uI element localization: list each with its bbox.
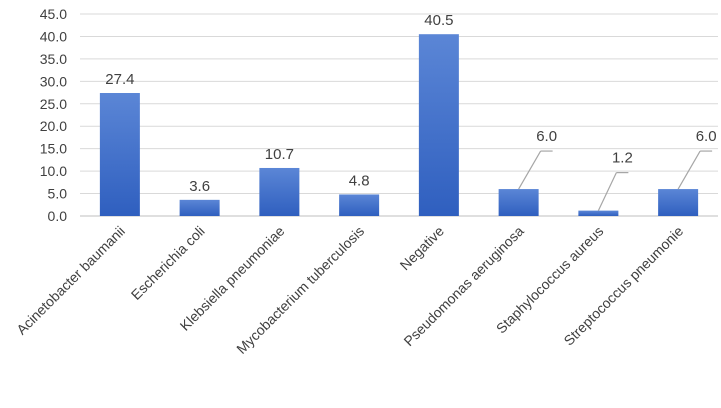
y-tick-label: 35.0: [40, 51, 67, 67]
data-labels: 27.4 3.6 10.7 4.8 40.5 6.0 1.2 6.0: [105, 12, 716, 195]
bar: [99, 93, 140, 216]
bar: [339, 194, 380, 216]
bars: [99, 34, 699, 217]
data-label: 4.8: [349, 172, 370, 189]
data-label: 10.7: [265, 146, 294, 163]
gridlines: [80, 13, 718, 217]
leader-lines: [518, 150, 713, 211]
category-label: Acinetobacter baumanii: [13, 223, 128, 338]
leader-line: [518, 150, 542, 190]
data-label: 3.6: [189, 178, 210, 195]
data-label: 40.5: [424, 12, 453, 29]
bar: [498, 189, 539, 216]
y-tick-label: 5.0: [48, 186, 68, 202]
data-label: 27.4: [105, 71, 134, 88]
category-label: Negative: [397, 223, 448, 274]
bar: [658, 189, 699, 216]
y-tick-label: 15.0: [40, 141, 67, 157]
data-label: 6.0: [536, 128, 557, 145]
x-axis-category-labels: Acinetobacter baumanii Escherichia coliKl…: [13, 223, 686, 357]
leader-line: [597, 172, 617, 211]
bar: [418, 34, 459, 217]
bar: [179, 199, 220, 216]
category-label: Escherichia coli: [128, 223, 208, 303]
bar: [578, 210, 619, 216]
data-label: 6.0: [696, 128, 717, 145]
y-tick-label: 45.0: [40, 6, 67, 22]
y-tick-label: 10.0: [40, 163, 67, 179]
bar: [259, 167, 300, 216]
y-axis-tick-labels: 0.0 5.0 10.0 15.0 20.0 25.0 30.0 35.0 40.0 45.0: [40, 6, 67, 224]
y-tick-label: 0.0: [48, 208, 68, 224]
category-label: Mycobacterium tuberculosis: [233, 223, 367, 357]
y-tick-label: 30.0: [40, 73, 67, 89]
y-tick-label: 20.0: [40, 118, 67, 134]
y-tick-label: 40.0: [40, 28, 67, 44]
leader-line: [677, 150, 701, 190]
data-label: 1.2: [612, 150, 633, 167]
y-tick-label: 25.0: [40, 96, 67, 112]
